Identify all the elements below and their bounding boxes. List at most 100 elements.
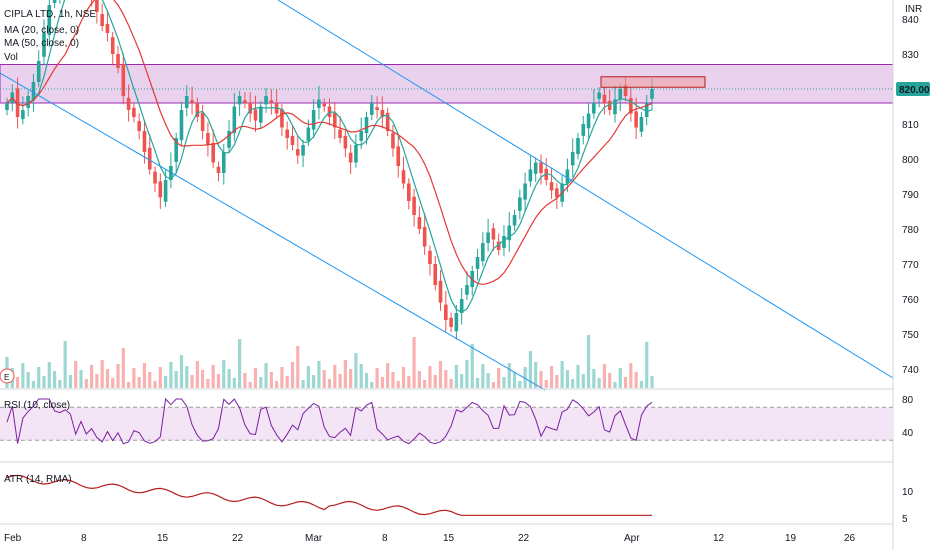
volume-bar [549, 366, 554, 388]
candle [26, 96, 30, 108]
vol-legend[interactable]: Vol [4, 52, 18, 63]
candle [121, 63, 126, 96]
atr-legend[interactable]: ATR (14, RMA) [4, 474, 72, 485]
currency-label: INR [905, 4, 922, 15]
volume-bar [518, 381, 522, 388]
candle [644, 103, 649, 117]
volume-bar [74, 361, 78, 388]
price-tag: 820.00 [899, 85, 930, 96]
time-tick-label: Feb [4, 533, 22, 544]
volume-bars [5, 335, 654, 388]
volume-bar [618, 368, 622, 388]
earnings-event-icon[interactable] [0, 368, 15, 384]
time-axis: Feb 8 15 22 Mar 8 15 22 Apr 12 19 26 [4, 533, 856, 544]
ma50-legend[interactable]: MA (50, close, 0) [4, 38, 79, 49]
volume-bar [185, 366, 189, 388]
volume-bar [349, 369, 353, 388]
volume-bar [438, 361, 443, 388]
volume-bar [428, 366, 432, 388]
candle [565, 169, 570, 184]
volume-bar [31, 381, 36, 388]
candle [634, 111, 638, 128]
volume-bar [623, 377, 628, 388]
rsi-line [6, 397, 653, 445]
volume-bar [491, 382, 495, 388]
candle [533, 162, 538, 174]
volume-bar [164, 376, 168, 388]
candle [163, 180, 168, 202]
candle [385, 112, 390, 131]
volume-bar [63, 341, 67, 388]
candle [412, 196, 416, 215]
candle [428, 250, 432, 264]
candle [454, 313, 459, 332]
time-tick-label: 26 [844, 533, 856, 544]
candle [570, 152, 575, 166]
candle [221, 152, 226, 173]
volume-bar [126, 382, 131, 388]
candle [623, 84, 628, 96]
price-tick-label: 740 [902, 365, 919, 376]
candle [5, 103, 9, 110]
price-tag-bg [896, 82, 930, 96]
volume-bar [565, 370, 570, 388]
volume-bar [47, 362, 51, 388]
candle [258, 106, 263, 123]
candle [184, 96, 189, 108]
ma20-legend[interactable]: MA (20, close, 0) [4, 25, 79, 36]
atr-tick-label: 10 [902, 487, 914, 498]
candle [576, 138, 580, 155]
symbol-title[interactable]: CIPLA LTD, 1h, NSE [4, 9, 96, 20]
volume-bar [21, 363, 25, 388]
volume-bar [201, 370, 205, 388]
candle [597, 92, 601, 99]
candle [401, 170, 406, 184]
volume-bar [539, 371, 543, 388]
candle [195, 103, 200, 117]
price-tick-label: 810 [902, 120, 919, 131]
volume-bar [253, 368, 258, 388]
volume-bar [306, 366, 310, 388]
candle [211, 142, 215, 163]
candle [433, 264, 438, 285]
volume-bar [222, 360, 226, 388]
volume-bar [412, 337, 416, 388]
volume-bar [391, 372, 395, 388]
volume-bar [275, 381, 279, 388]
volume-bar [333, 365, 337, 388]
volume-bar [613, 382, 617, 388]
price-tick-label: 800 [902, 155, 919, 166]
channel-line-upper [277, 0, 894, 379]
candle [528, 169, 533, 182]
volume-bar [269, 372, 273, 388]
rsi-axis: 40 80 [902, 395, 914, 439]
volume-bar [386, 363, 390, 388]
volume-bar [507, 363, 511, 388]
time-tick-label: 12 [713, 533, 725, 544]
volume-bar [285, 376, 289, 388]
time-tick-label: Mar [305, 533, 323, 544]
candle [549, 182, 554, 191]
volume-bar [79, 370, 83, 388]
volume-bar [89, 365, 94, 388]
volume-bar [512, 372, 517, 388]
candle [142, 131, 147, 152]
time-tick-label: 22 [518, 533, 530, 544]
candle [301, 145, 305, 156]
candle [36, 61, 41, 82]
candle [486, 232, 490, 243]
volume-bar [105, 369, 110, 388]
volume-bar [502, 377, 506, 388]
rsi-legend[interactable]: RSI (10, close) [4, 400, 70, 411]
candle [481, 243, 485, 262]
volume-bar [312, 375, 316, 388]
candle [338, 129, 342, 138]
volume-bar [317, 361, 321, 388]
volume-bar [216, 374, 221, 388]
volume-bar [211, 365, 215, 388]
candle [364, 117, 369, 134]
volume-bar [454, 365, 458, 388]
volume-bar [100, 360, 104, 388]
volume-bar [248, 382, 252, 388]
